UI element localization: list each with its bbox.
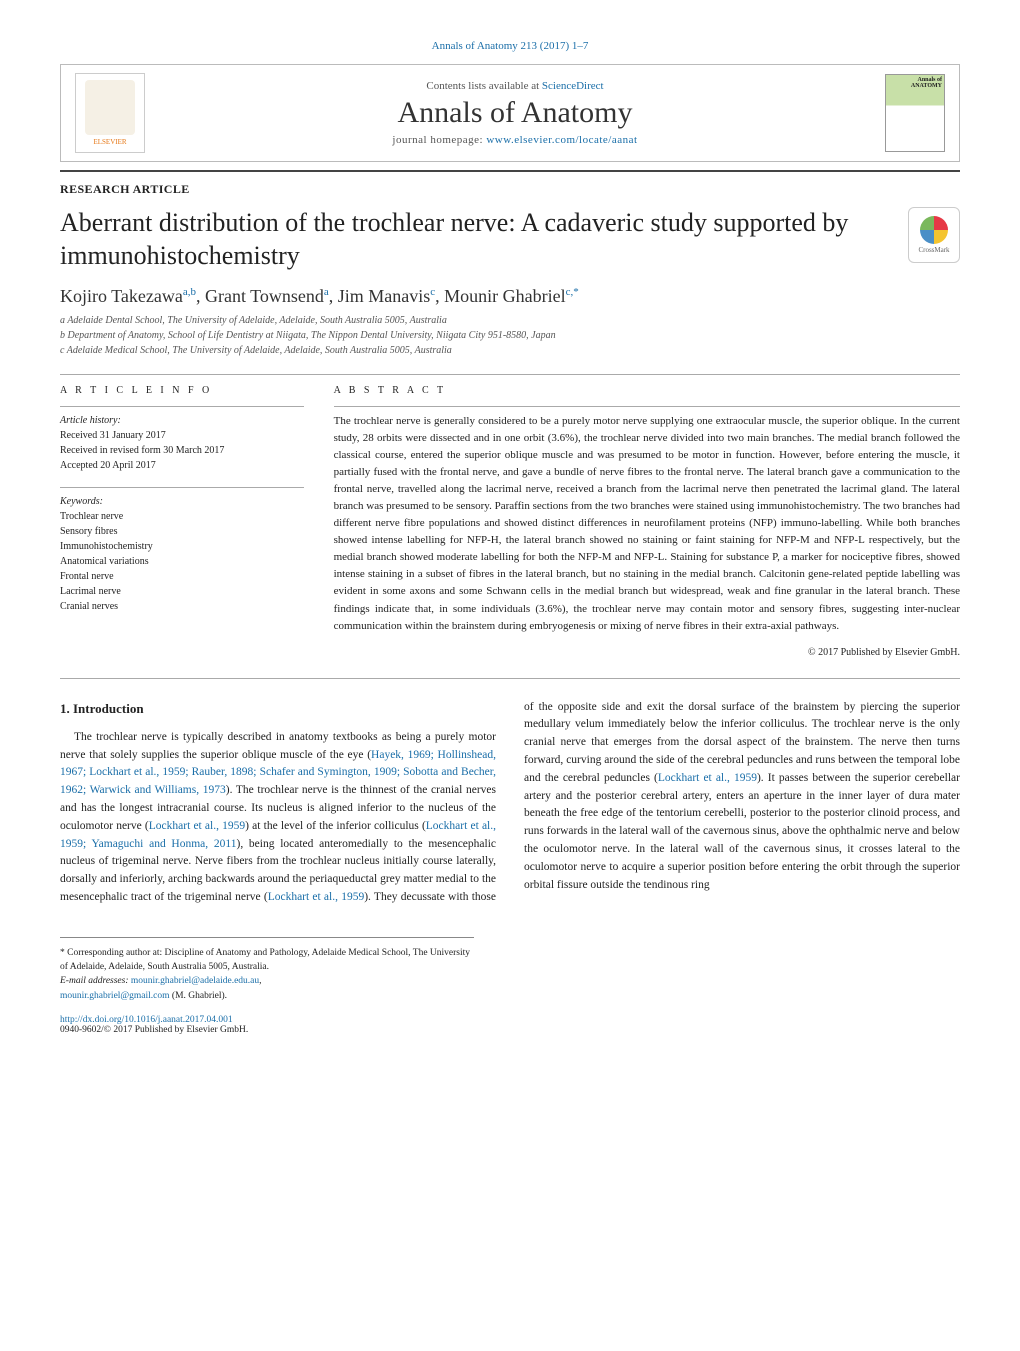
abstract-heading: A B S T R A C T — [334, 385, 960, 396]
keyword-2: Immunohistochemistry — [60, 541, 153, 552]
journal-header-center: Contents lists available at ScienceDirec… — [145, 80, 885, 146]
affiliation-b: b Department of Anatomy, School of Life … — [60, 328, 960, 343]
keyword-6: Cranial nerves — [60, 601, 118, 612]
citation-link[interactable]: Annals of Anatomy 213 (2017) 1–7 — [432, 40, 589, 52]
author-3: , Jim Manavis — [329, 286, 431, 306]
journal-cover-thumbnail[interactable]: Annals of ANATOMY — [885, 74, 945, 152]
p1-ref-2[interactable]: Lockhart et al., 1959 — [149, 820, 245, 832]
journal-header-box: ELSEVIER Contents lists available at Sci… — [60, 64, 960, 162]
contents-pre: Contents lists available at — [426, 80, 541, 92]
article-type: RESEARCH ARTICLE — [60, 182, 960, 197]
homepage-link[interactable]: www.elsevier.com/locate/aanat — [486, 134, 637, 146]
journal-header-left: ELSEVIER — [75, 73, 145, 153]
homepage-pre: journal homepage: — [392, 134, 486, 146]
elsevier-tree-icon — [85, 80, 135, 135]
elsevier-label: ELSEVIER — [93, 138, 126, 146]
doi-block: http://dx.doi.org/10.1016/j.aanat.2017.0… — [60, 1015, 960, 1035]
article-history-block: Article history: Received 31 January 201… — [60, 413, 304, 473]
citation-line: Annals of Anatomy 213 (2017) 1–7 — [60, 40, 960, 52]
article-header-section: RESEARCH ARTICLE Aberrant distribution o… — [60, 170, 960, 358]
intro-heading: 1. Introduction — [60, 699, 496, 719]
journal-cover-title: Annals of ANATOMY — [888, 77, 942, 89]
journal-title: Annals of Anatomy — [145, 96, 885, 130]
contents-line: Contents lists available at ScienceDirec… — [145, 80, 885, 92]
email-2[interactable]: mounir.ghabriel@gmail.com — [60, 991, 170, 1001]
intro-paragraph-1: The trochlear nerve is typically describ… — [60, 699, 960, 907]
crossmark-label: CrossMark — [918, 246, 949, 254]
article-title: Aberrant distribution of the trochlear n… — [60, 207, 888, 272]
email-label: E-mail addresses: — [60, 976, 131, 986]
keyword-3: Anatomical variations — [60, 556, 149, 567]
keywords-block: Keywords: Trochlear nerve Sensory fibres… — [60, 494, 304, 614]
author-4-sup: c,* — [566, 286, 579, 298]
elsevier-logo[interactable]: ELSEVIER — [75, 73, 145, 153]
history-revised: Received in revised form 30 March 2017 — [60, 445, 224, 456]
issn-line: 0940-9602/© 2017 Published by Elsevier G… — [60, 1025, 248, 1035]
info-divider-2 — [60, 487, 304, 488]
crossmark-badge[interactable]: CrossMark — [908, 207, 960, 263]
info-divider — [60, 406, 304, 407]
crossmark-icon — [920, 216, 948, 244]
sciencedirect-link[interactable]: ScienceDirect — [542, 80, 604, 92]
affiliations: a Adelaide Dental School, The University… — [60, 313, 960, 358]
keyword-1: Sensory fibres — [60, 526, 118, 537]
abstract-column: A B S T R A C T The trochlear nerve is g… — [334, 385, 960, 658]
history-accepted: Accepted 20 April 2017 — [60, 460, 156, 471]
keywords-label: Keywords: — [60, 496, 103, 507]
p2-c: ). It passes between the superior cerebe… — [524, 772, 960, 891]
journal-homepage-line: journal homepage: www.elsevier.com/locat… — [145, 134, 885, 146]
affiliation-a: a Adelaide Dental School, The University… — [60, 313, 960, 328]
article-info-column: A R T I C L E I N F O Article history: R… — [60, 385, 304, 658]
title-row: Aberrant distribution of the trochlear n… — [60, 207, 960, 272]
doi-link[interactable]: http://dx.doi.org/10.1016/j.aanat.2017.0… — [60, 1015, 233, 1025]
info-heading: A R T I C L E I N F O — [60, 385, 304, 396]
author-4: , Mounir Ghabriel — [435, 286, 565, 306]
email-line: E-mail addresses: mounir.ghabriel@adelai… — [60, 974, 474, 1003]
history-label: Article history: — [60, 415, 121, 426]
affiliation-c: c Adelaide Medical School, The Universit… — [60, 343, 960, 358]
keyword-5: Lacrimal nerve — [60, 586, 121, 597]
corresponding-footnote: * Corresponding author at: Discipline of… — [60, 937, 474, 1003]
abstract-copyright: © 2017 Published by Elsevier GmbH. — [334, 647, 960, 658]
p2-ref-1[interactable]: Lockhart et al., 1959 — [268, 891, 365, 903]
info-abstract-row: A R T I C L E I N F O Article history: R… — [60, 385, 960, 658]
p1-c: ) at the level of the inferior colliculu… — [245, 820, 426, 832]
email-1[interactable]: mounir.ghabriel@adelaide.edu.au — [131, 976, 259, 986]
abstract-text: The trochlear nerve is generally conside… — [334, 413, 960, 635]
authors-line: Kojiro Takezawaa,b, Grant Townsenda, Jim… — [60, 286, 960, 307]
abstract-divider — [334, 406, 960, 407]
email-suffix: (M. Ghabriel). — [170, 991, 228, 1001]
author-1: Kojiro Takezawa — [60, 286, 183, 306]
history-received: Received 31 January 2017 — [60, 430, 166, 441]
author-2: , Grant Townsend — [196, 286, 324, 306]
keyword-4: Frontal nerve — [60, 571, 114, 582]
body-two-column: 1. Introduction The trochlear nerve is t… — [60, 699, 960, 907]
author-1-sup: a,b — [183, 286, 196, 298]
body-divider — [60, 678, 960, 679]
email-sep: , — [259, 976, 261, 986]
keyword-0: Trochlear nerve — [60, 511, 123, 522]
divider — [60, 374, 960, 375]
p2-ref-2[interactable]: Lockhart et al., 1959 — [658, 772, 757, 784]
corresponding-text: * Corresponding author at: Discipline of… — [60, 946, 474, 975]
